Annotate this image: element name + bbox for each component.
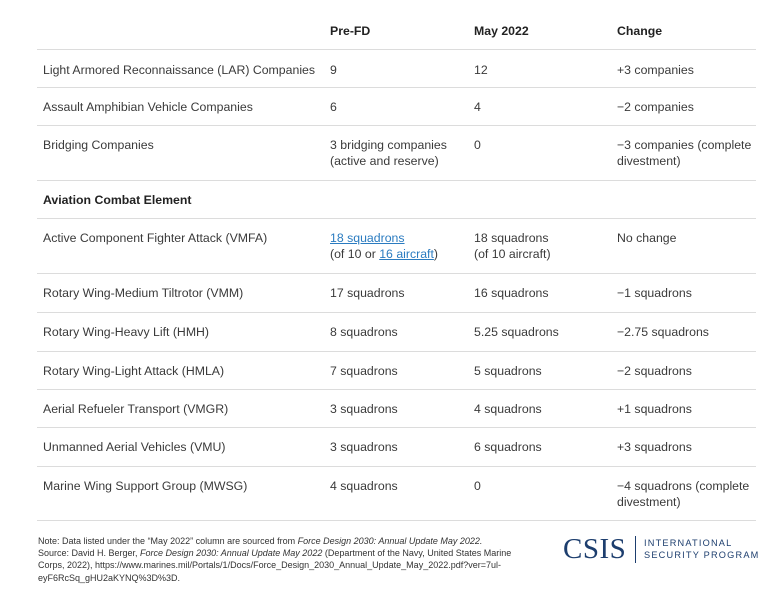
- may-line-1: 18 squadrons: [474, 231, 549, 245]
- pre-fd-value: 4 squadrons: [330, 479, 398, 493]
- row-label: Unmanned Aerial Vehicles (VMU): [43, 440, 226, 454]
- squadrons-link[interactable]: 18 squadrons: [330, 231, 405, 245]
- change-value: −3 companies (complete divestment): [617, 137, 757, 169]
- pre-fd-value: 3 bridging companies (active and reserve…: [330, 137, 470, 169]
- row-label: Active Component Fighter Attack (VMFA): [43, 231, 268, 245]
- logo-subtitle: INTERNATIONAL SECURITY PROGRAM: [644, 538, 760, 561]
- table-row: Marine Wing Support Group (MWSG) 4 squad…: [37, 467, 756, 521]
- table-row: Active Component Fighter Attack (VMFA) 1…: [37, 219, 756, 274]
- change-value: −2 companies: [617, 100, 694, 114]
- pre-fd-line-2b: ): [433, 247, 439, 261]
- table-row: Rotary Wing-Medium Tiltrotor (VMM) 17 sq…: [37, 274, 756, 313]
- change-value: +3 squadrons: [617, 440, 692, 454]
- table-row: Light Armored Reconnaissance (LAR) Compa…: [37, 50, 756, 88]
- may-2022-value: 18 squadrons (of 10 aircraft): [474, 230, 614, 262]
- change-value: +1 squadrons: [617, 402, 692, 416]
- pre-fd-value: 7 squadrons: [330, 364, 398, 378]
- change-value: +3 companies: [617, 63, 694, 77]
- may-2022-value: 12: [474, 63, 488, 77]
- logo-subtitle-line-2: SECURITY PROGRAM: [644, 549, 760, 560]
- header-pre-fd: Pre-FD: [330, 24, 371, 38]
- table-row: Bridging Companies 3 bridging companies …: [37, 126, 756, 181]
- row-label: Light Armored Reconnaissance (LAR) Compa…: [43, 63, 316, 77]
- change-value: −2 squadrons: [617, 364, 692, 378]
- may-2022-value: 5 squadrons: [474, 364, 542, 378]
- source-note: Note: Data listed under the “May 2022” c…: [38, 535, 558, 584]
- may-2022-value: 5.25 squadrons: [474, 325, 559, 339]
- table-row: Rotary Wing-Light Attack (HMLA) 7 squadr…: [37, 352, 756, 390]
- pre-fd-value: 6: [330, 100, 337, 114]
- change-line-2: divestment): [617, 154, 681, 168]
- pre-fd-value: 3 squadrons: [330, 402, 398, 416]
- may-2022-value: 4 squadrons: [474, 402, 542, 416]
- change-value: −2.75 squadrons: [617, 325, 709, 339]
- section-title: Aviation Combat Element: [43, 193, 192, 207]
- logo-subtitle-line-1: INTERNATIONAL: [644, 538, 733, 548]
- change-line-1: −4 squadrons (complete: [617, 479, 750, 493]
- table-row: Unmanned Aerial Vehicles (VMU) 3 squadro…: [37, 428, 756, 467]
- may-2022-value: 0: [474, 138, 481, 152]
- table-header-row: Pre-FD May 2022 Change: [37, 12, 756, 50]
- note-line-4: eyF6RcSq_gHU2aKYNQ%3D%3D.: [38, 572, 181, 583]
- note-line-3: Corps, 2022), https://www.marines.mil/Po…: [38, 560, 501, 571]
- table-row: Rotary Wing-Heavy Lift (HMH) 8 squadrons…: [37, 313, 756, 352]
- change-value: −4 squadrons (complete divestment): [617, 478, 757, 510]
- change-value: No change: [617, 231, 677, 245]
- logo-wordmark: CSIS: [563, 533, 627, 565]
- may-2022-value: 6 squadrons: [474, 440, 542, 454]
- change-line-1: −3 companies (complete: [617, 138, 752, 152]
- pre-fd-value: 17 squadrons: [330, 286, 405, 300]
- note-line-1a: Note: Data listed under the “May 2022” c…: [38, 536, 298, 546]
- change-value: −1 squadrons: [617, 286, 692, 300]
- pre-fd-value: 8 squadrons: [330, 325, 398, 339]
- change-line-2: divestment): [617, 495, 681, 509]
- data-table: Pre-FD May 2022 Change Light Armored Rec…: [37, 12, 756, 521]
- note-line-2-italic: Force Design 2030: Annual Update May 202…: [140, 548, 323, 559]
- may-2022-value: 0: [474, 479, 481, 493]
- header-change: Change: [617, 24, 663, 38]
- table-row: Assault Amphibian Vehicle Companies 6 4 …: [37, 88, 756, 126]
- pre-fd-value: 18 squadrons (of 10 or 16 aircraft): [330, 230, 470, 262]
- note-line-1-italic: Force Design 2030: Annual Update May 202…: [297, 536, 483, 546]
- note-line-2b: (Department of the Navy, United States M…: [322, 548, 512, 559]
- header-may-2022: May 2022: [474, 24, 529, 38]
- row-label: Aerial Refueler Transport (VMGR): [43, 402, 229, 416]
- row-label: Rotary Wing-Heavy Lift (HMH): [43, 325, 210, 339]
- pre-fd-value: 3 squadrons: [330, 440, 398, 454]
- may-line-2: (of 10 aircraft): [474, 247, 551, 261]
- logo-divider: [635, 536, 636, 563]
- pre-fd-line-1: 3 bridging companies: [330, 138, 447, 152]
- section-header-row: Aviation Combat Element: [37, 181, 756, 219]
- may-2022-value: 4: [474, 100, 481, 114]
- pre-fd-line-2: (active and reserve): [330, 154, 439, 168]
- row-label: Bridging Companies: [43, 138, 154, 152]
- row-label: Assault Amphibian Vehicle Companies: [43, 100, 253, 114]
- row-label: Marine Wing Support Group (MWSG): [43, 479, 248, 493]
- note-line-2a: Source: David H. Berger,: [38, 548, 141, 559]
- row-label: Rotary Wing-Medium Tiltrotor (VMM): [43, 286, 244, 300]
- pre-fd-line-2a: (of 10 or: [330, 247, 380, 261]
- aircraft-link[interactable]: 16 aircraft: [379, 247, 434, 261]
- table-row: Aerial Refueler Transport (VMGR) 3 squad…: [37, 390, 756, 428]
- row-label: Rotary Wing-Light Attack (HMLA): [43, 364, 225, 378]
- pre-fd-value: 9: [330, 63, 337, 77]
- may-2022-value: 16 squadrons: [474, 286, 549, 300]
